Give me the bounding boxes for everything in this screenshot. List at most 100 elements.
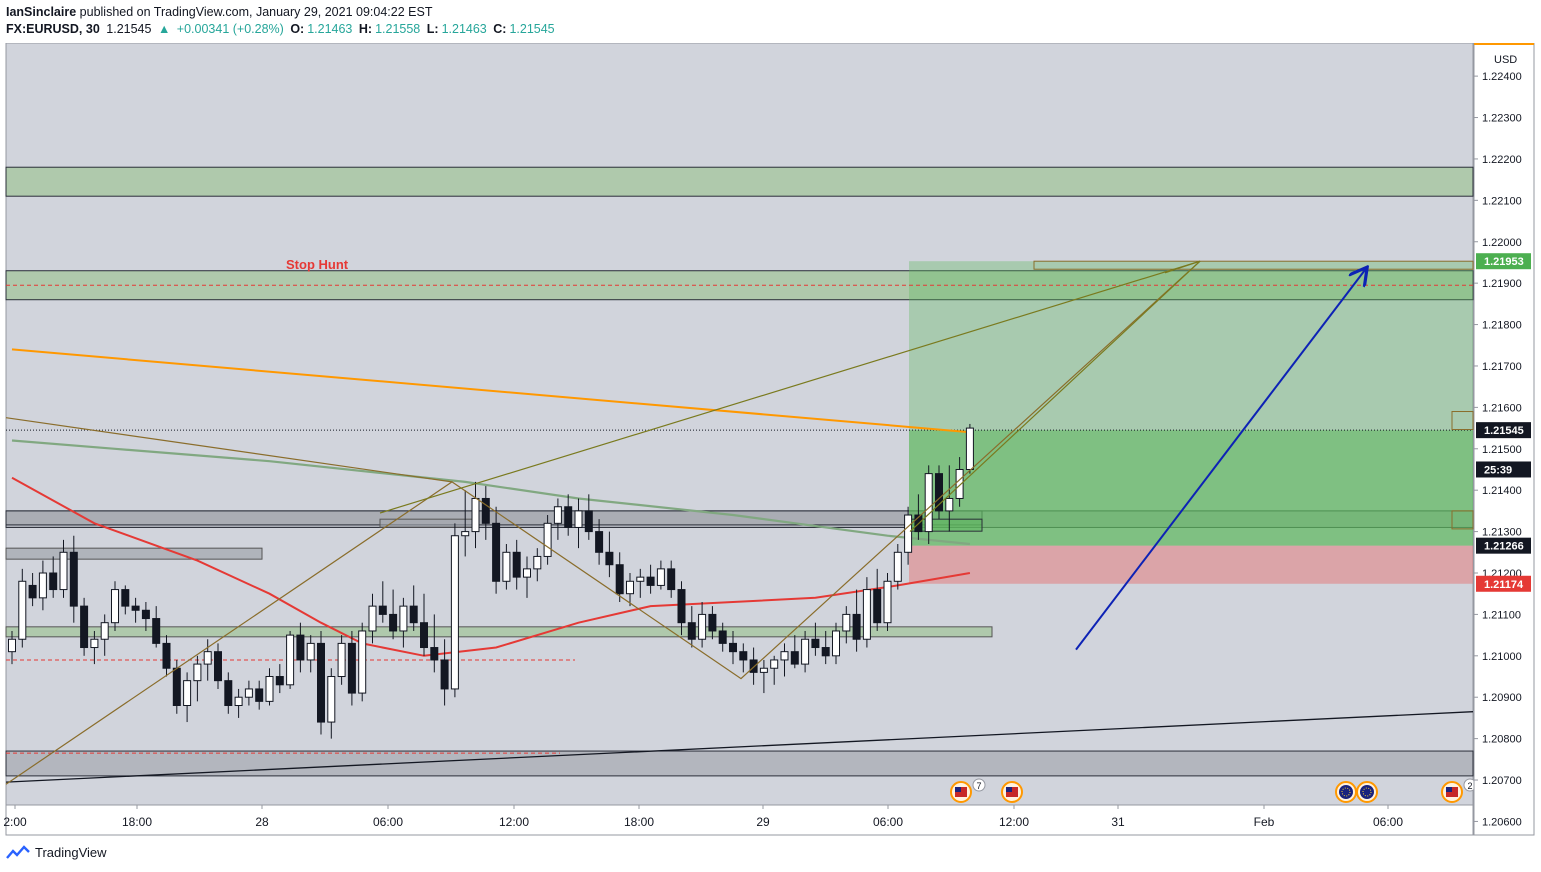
tradingview-brand[interactable]: TradingView: [6, 844, 107, 860]
candle: [131, 597, 140, 623]
candle-body: [626, 580, 634, 595]
time-axis[interactable]: [5, 804, 1474, 836]
candle-body: [255, 688, 264, 702]
small-box-1: [1451, 411, 1474, 431]
price-badge-label: 1.21266: [1484, 541, 1524, 553]
candle: [420, 593, 428, 656]
price-badge: [1476, 422, 1531, 439]
candle: [358, 622, 367, 702]
price-tick-label: 1.21900: [1482, 278, 1522, 290]
candle: [708, 606, 717, 640]
publish-info: published on TradingView.com, January 29…: [79, 5, 433, 19]
candle-body: [893, 551, 902, 582]
author-name[interactable]: IanSinclaire: [6, 5, 77, 19]
price-badge-label: 1.21174: [1484, 579, 1524, 591]
candle: [862, 577, 871, 648]
candle-body: [131, 605, 140, 611]
pattern-upper-line: [5, 417, 453, 483]
candle: [90, 630, 99, 665]
candle: [512, 539, 521, 590]
candle-body: [347, 642, 356, 694]
candle-body: [883, 580, 892, 624]
stop-hunt-label[interactable]: Stop Hunt: [286, 257, 349, 272]
candle: [965, 423, 974, 474]
price-tick-label: 1.21500: [1482, 444, 1522, 456]
candle: [409, 585, 418, 631]
price-tick-label: 1.21400: [1482, 485, 1522, 497]
pattern-wedge: [909, 260, 1201, 533]
candle-body: [832, 630, 840, 657]
candle-body: [718, 630, 727, 644]
candle-body: [100, 622, 109, 640]
candle: [780, 643, 789, 677]
pattern-rising-line: [379, 260, 1201, 514]
candle: [80, 597, 89, 656]
price-badge: [1476, 253, 1531, 270]
candle: [739, 643, 748, 673]
candle-body: [729, 642, 737, 653]
time-tick-label: 06:00: [1373, 815, 1403, 829]
price-tick-label: 1.21600: [1482, 402, 1522, 414]
candle: [306, 635, 315, 673]
candle-body: [399, 605, 408, 632]
candle-body: [203, 651, 212, 665]
candle-body: [873, 589, 882, 624]
symbol-label[interactable]: FX:EURUSD, 30: [6, 22, 100, 36]
ma-green: [11, 439, 971, 546]
candle-body: [780, 651, 789, 661]
candle-body: [965, 427, 974, 470]
candle-body: [801, 638, 810, 665]
candle: [234, 688, 243, 718]
zone-gray-mid: [5, 510, 983, 526]
us-canton: [1446, 787, 1452, 792]
candle-body: [574, 510, 583, 528]
candle: [296, 622, 305, 673]
price-badge: [1476, 537, 1531, 554]
high-label: H:: [358, 22, 373, 36]
candle-body: [327, 676, 336, 723]
low-label: L:: [426, 22, 439, 36]
candle-body: [667, 568, 676, 591]
candle-body: [409, 605, 418, 624]
eu-flag: [1339, 785, 1353, 799]
zone-green-1: [5, 270, 1474, 301]
candle: [821, 630, 830, 665]
small-box-2: [1451, 510, 1474, 530]
candle-body: [924, 473, 933, 533]
eu-stars: [1341, 787, 1351, 797]
eu-stars: [1362, 787, 1372, 797]
candle: [677, 581, 686, 636]
candle: [852, 589, 861, 652]
candle: [605, 531, 614, 578]
candle: [646, 564, 655, 594]
candle: [873, 568, 882, 631]
event-flag-icon: 7: [950, 778, 986, 803]
candle: [100, 614, 109, 656]
candle-body: [337, 642, 346, 678]
candle-body: [512, 551, 521, 578]
candle-body: [420, 622, 428, 649]
candle: [203, 639, 212, 681]
time-tick-label: 06:00: [373, 815, 403, 829]
event-count-bubble: [972, 778, 986, 792]
candle-body: [564, 506, 573, 528]
candle: [389, 589, 398, 640]
candle-body: [244, 688, 253, 698]
tradingview-logo-icon: [6, 845, 30, 859]
price-tick-label: 1.20700: [1482, 775, 1522, 787]
candle-body: [389, 613, 398, 632]
candle: [553, 498, 562, 540]
candle-body: [358, 630, 367, 694]
time-tick-label: 29: [756, 815, 770, 829]
candle-body: [162, 642, 171, 669]
candle-body: [296, 634, 305, 661]
candle: [924, 465, 933, 545]
candle: [286, 630, 295, 689]
candle-body: [481, 497, 490, 524]
last-price: 1.21545: [106, 22, 152, 36]
candle-body: [111, 589, 119, 624]
price-axis[interactable]: [1473, 43, 1535, 836]
candle: [38, 560, 47, 611]
price-chart[interactable]: Stop Hunt 7 2 USD 1.22400 1.22300 1.22200 1.…: [0, 43, 1541, 838]
candle: [893, 544, 902, 590]
